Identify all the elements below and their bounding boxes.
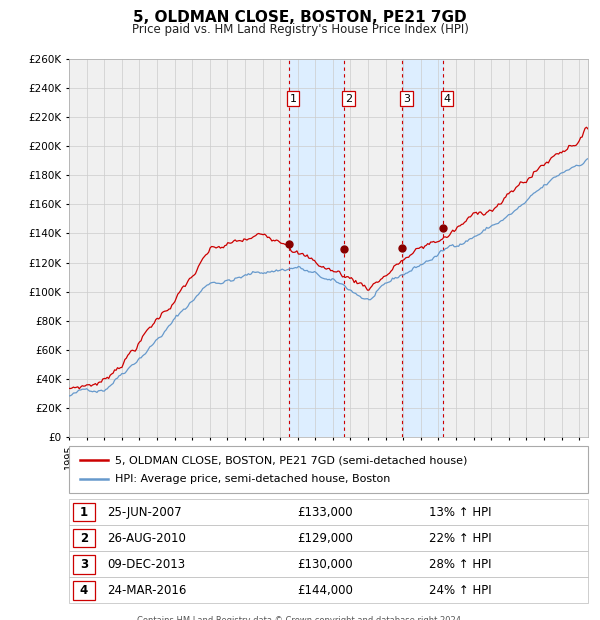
- Bar: [402, 59, 443, 437]
- Text: £144,000: £144,000: [297, 584, 353, 596]
- Text: 1: 1: [289, 94, 296, 104]
- Text: 22% ↑ HPI: 22% ↑ HPI: [429, 532, 491, 544]
- Text: 26-AUG-2010: 26-AUG-2010: [107, 532, 185, 544]
- Text: 4: 4: [443, 94, 451, 104]
- Text: 24% ↑ HPI: 24% ↑ HPI: [429, 584, 491, 596]
- Text: 3: 3: [80, 558, 88, 570]
- Text: 28% ↑ HPI: 28% ↑ HPI: [429, 558, 491, 570]
- Text: Price paid vs. HM Land Registry's House Price Index (HPI): Price paid vs. HM Land Registry's House …: [131, 24, 469, 36]
- Text: 1: 1: [80, 506, 88, 518]
- Text: £130,000: £130,000: [297, 558, 353, 570]
- Text: £129,000: £129,000: [297, 532, 353, 544]
- Text: 4: 4: [80, 584, 88, 596]
- Text: 3: 3: [403, 94, 410, 104]
- Text: 09-DEC-2013: 09-DEC-2013: [107, 558, 185, 570]
- Text: HPI: Average price, semi-detached house, Boston: HPI: Average price, semi-detached house,…: [115, 474, 391, 484]
- Text: 24-MAR-2016: 24-MAR-2016: [107, 584, 186, 596]
- Text: 13% ↑ HPI: 13% ↑ HPI: [429, 506, 491, 518]
- Text: £133,000: £133,000: [297, 506, 353, 518]
- Text: Contains HM Land Registry data © Crown copyright and database right 2024.: Contains HM Land Registry data © Crown c…: [137, 616, 463, 620]
- Text: 2: 2: [345, 94, 352, 104]
- Text: 25-JUN-2007: 25-JUN-2007: [107, 506, 181, 518]
- Text: 2: 2: [80, 532, 88, 544]
- Text: 5, OLDMAN CLOSE, BOSTON, PE21 7GD (semi-detached house): 5, OLDMAN CLOSE, BOSTON, PE21 7GD (semi-…: [115, 455, 467, 466]
- Text: 5, OLDMAN CLOSE, BOSTON, PE21 7GD: 5, OLDMAN CLOSE, BOSTON, PE21 7GD: [133, 10, 467, 25]
- Bar: [289, 59, 344, 437]
